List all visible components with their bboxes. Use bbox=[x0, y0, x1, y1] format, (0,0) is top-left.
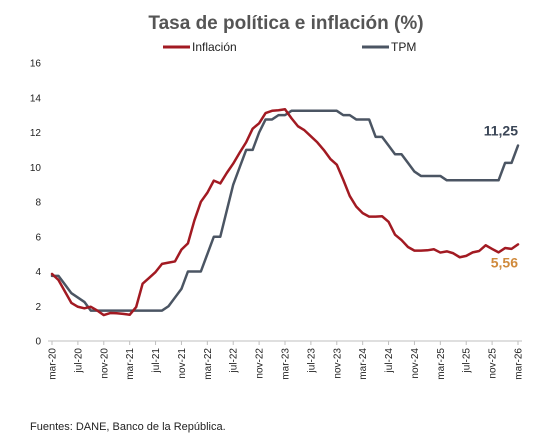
y-tick-label: 12 bbox=[30, 128, 42, 139]
x-tick-label: nov-20 bbox=[99, 348, 110, 379]
x-tick-label: mar-21 bbox=[125, 348, 136, 380]
y-tick-label: 10 bbox=[30, 163, 42, 174]
y-tick-label: 14 bbox=[30, 93, 42, 104]
x-tick-label: jul-20 bbox=[73, 348, 84, 374]
legend-label-inflacion: Inflación bbox=[192, 40, 237, 54]
y-tick-label: 0 bbox=[35, 337, 41, 348]
x-tick-label: nov-23 bbox=[332, 348, 343, 379]
y-tick-label: 16 bbox=[30, 59, 42, 70]
x-tick-label: mar-22 bbox=[203, 348, 214, 380]
x-tick-label: mar-25 bbox=[436, 348, 447, 380]
x-tick-label: mar-24 bbox=[358, 348, 369, 380]
inflation-line bbox=[50, 107, 520, 317]
source-note: Fuentes: DANE, Banco de la República. bbox=[30, 421, 226, 433]
x-tick-label: mar-23 bbox=[281, 348, 292, 380]
x-tick-label: mar-20 bbox=[48, 348, 59, 380]
chart-title: Tasa de política e inflación (%) bbox=[148, 13, 423, 34]
x-tick-label: nov-25 bbox=[488, 348, 499, 379]
x-tick-label: nov-24 bbox=[410, 348, 421, 379]
x-tick-label: jul-23 bbox=[306, 348, 317, 374]
inflation-end-label: 5,56 bbox=[491, 254, 518, 270]
series-layer bbox=[50, 107, 520, 317]
y-axis-ticks: 0 2 4 6 8 10 12 14 16 bbox=[30, 59, 42, 348]
x-tick-label: jul-24 bbox=[384, 348, 395, 374]
x-tick-label: nov-21 bbox=[177, 348, 188, 379]
tpm-line bbox=[50, 109, 520, 312]
x-axis-ticks: mar-20 jul-20 nov-20 mar-21 jul-21 nov-21 mar-… bbox=[48, 341, 525, 380]
tpm-end-label: 11,25 bbox=[484, 123, 518, 139]
legend-label-tpm: TPM bbox=[391, 40, 416, 54]
y-tick-label: 6 bbox=[35, 232, 41, 243]
legend: Inflación TPM bbox=[163, 40, 416, 54]
y-tick-label: 4 bbox=[35, 267, 41, 278]
x-tick-label: jul-21 bbox=[151, 348, 162, 374]
x-tick-label: jul-22 bbox=[229, 348, 240, 374]
y-tick-label: 2 bbox=[35, 302, 41, 313]
x-tick-label: nov-22 bbox=[255, 348, 266, 379]
y-tick-label: 8 bbox=[35, 198, 41, 209]
x-tick-label: jul-25 bbox=[462, 348, 473, 374]
x-tick-label: mar-26 bbox=[514, 348, 525, 380]
